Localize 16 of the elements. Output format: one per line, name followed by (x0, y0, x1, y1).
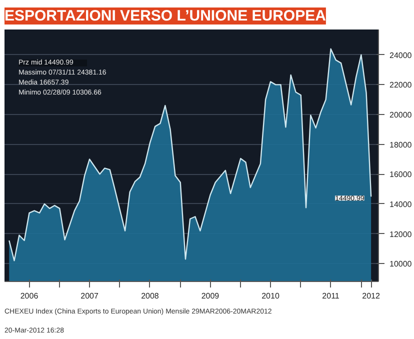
y-tick-label: 12000 (390, 230, 412, 239)
x-tick-label: 2006 (20, 292, 39, 300)
x-tick-label: 2009 (201, 292, 220, 300)
y-tick-label: 10000 (390, 260, 412, 269)
y-tick-label: 22000 (390, 80, 412, 90)
chart-title: ESPORTAZIONI VERSO L’UNIONE EUROPEA (4, 8, 326, 24)
y-tick-label: 24000 (390, 50, 412, 60)
x-tick-label: 2011 (322, 292, 340, 300)
y-tick-label: 14000 (390, 200, 412, 209)
x-tick-label: 2012 (362, 292, 381, 300)
x-tick-label: 2010 (262, 292, 280, 300)
y-tick-label: 16000 (390, 170, 412, 180)
y-tick-label: 20000 (390, 110, 412, 120)
x-tick-label: 2007 (80, 292, 99, 300)
y-tick-label: 18000 (390, 140, 412, 150)
x-tick-label: 2008 (141, 292, 160, 300)
